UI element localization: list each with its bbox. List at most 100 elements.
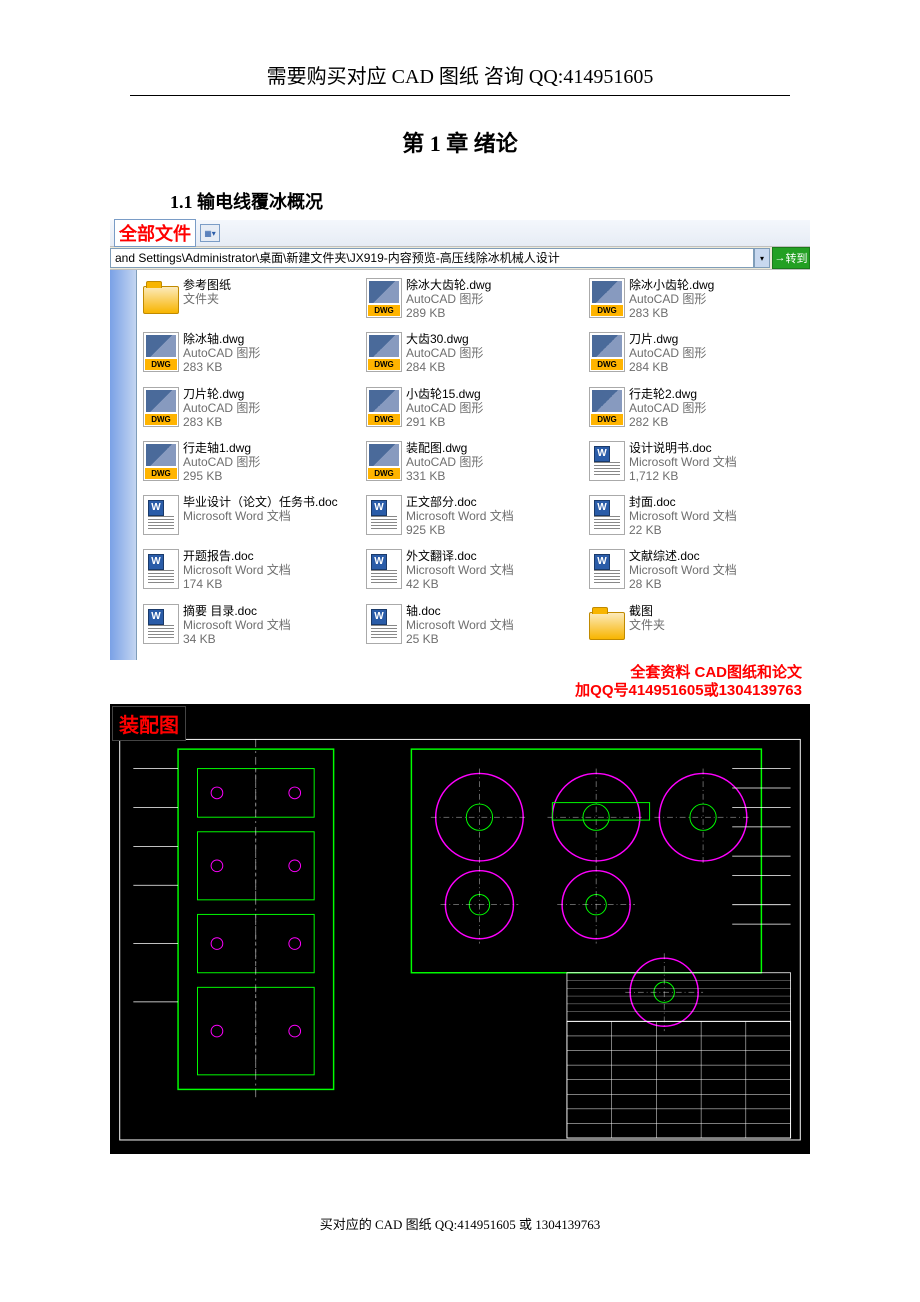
file-item[interactable]: 除冰轴.dwgAutoCAD 图形283 KB xyxy=(141,330,360,380)
address-dropdown[interactable]: ▾ xyxy=(754,248,770,268)
file-name: 小齿轮15.dwg xyxy=(406,387,483,401)
file-size: 282 KB xyxy=(629,415,706,429)
file-size: 42 KB xyxy=(406,577,514,591)
file-size: 1,712 KB xyxy=(629,469,737,483)
dwg-icon xyxy=(589,278,625,318)
explorer-sidebar xyxy=(110,270,137,660)
file-size: 331 KB xyxy=(406,469,483,483)
doc-icon xyxy=(143,604,179,644)
file-size: 284 KB xyxy=(629,360,706,374)
file-type: Microsoft Word 文档 xyxy=(629,563,737,577)
file-name: 截图 xyxy=(629,604,665,618)
file-item[interactable]: 摘要 目录.docMicrosoft Word 文档34 KB xyxy=(141,602,360,652)
doc-icon xyxy=(143,549,179,589)
file-size: 283 KB xyxy=(629,306,714,320)
file-name: 除冰大齿轮.dwg xyxy=(406,278,491,292)
file-item[interactable]: 行走轴1.dwgAutoCAD 图形295 KB xyxy=(141,439,360,489)
view-mode-button[interactable]: ▦▾ xyxy=(200,224,220,242)
file-item[interactable]: 大齿30.dwgAutoCAD 图形284 KB xyxy=(364,330,583,380)
file-name: 刀片轮.dwg xyxy=(183,387,260,401)
doc-icon xyxy=(366,549,402,589)
folder-icon xyxy=(143,278,179,318)
file-name: 除冰轴.dwg xyxy=(183,332,260,346)
file-type: Microsoft Word 文档 xyxy=(183,618,291,632)
file-item[interactable]: 除冰大齿轮.dwgAutoCAD 图形289 KB xyxy=(364,276,583,326)
file-size: 34 KB xyxy=(183,632,291,646)
file-size: 289 KB xyxy=(406,306,491,320)
dwg-icon xyxy=(589,387,625,427)
file-item[interactable]: 文献综述.docMicrosoft Word 文档28 KB xyxy=(587,547,806,597)
file-size: 28 KB xyxy=(629,577,737,591)
file-name: 轴.doc xyxy=(406,604,514,618)
dwg-icon xyxy=(143,332,179,372)
file-name: 开题报告.doc xyxy=(183,549,291,563)
file-type: AutoCAD 图形 xyxy=(406,292,491,306)
file-item[interactable]: 刀片轮.dwgAutoCAD 图形283 KB xyxy=(141,385,360,435)
page-header: 需要购买对应 CAD 图纸 咨询 QQ:414951605 xyxy=(130,60,790,96)
file-type: AutoCAD 图形 xyxy=(183,455,260,469)
file-size: 283 KB xyxy=(183,415,260,429)
dwg-icon xyxy=(366,332,402,372)
chapter-title: 第 1 章 绪论 xyxy=(130,126,790,158)
file-name: 设计说明书.doc xyxy=(629,441,737,455)
dwg-icon xyxy=(366,278,402,318)
file-item[interactable]: 设计说明书.docMicrosoft Word 文档1,712 KB xyxy=(587,439,806,489)
file-size: 284 KB xyxy=(406,360,483,374)
explorer-title: 全部文件 xyxy=(114,219,196,247)
file-type: AutoCAD 图形 xyxy=(629,401,706,415)
file-item[interactable]: 截图文件夹 xyxy=(587,602,806,652)
file-size: 174 KB xyxy=(183,577,291,591)
file-name: 大齿30.dwg xyxy=(406,332,483,346)
file-item[interactable]: 装配图.dwgAutoCAD 图形331 KB xyxy=(364,439,583,489)
dwg-icon xyxy=(366,387,402,427)
file-name: 刀片.dwg xyxy=(629,332,706,346)
go-button[interactable]: → 转到 xyxy=(772,247,810,269)
file-type: AutoCAD 图形 xyxy=(629,346,706,360)
file-name: 参考图纸 xyxy=(183,278,231,292)
file-item[interactable]: 正文部分.docMicrosoft Word 文档925 KB xyxy=(364,493,583,543)
file-item[interactable]: 毕业设计（论文）任务书.docMicrosoft Word 文档 xyxy=(141,493,360,543)
file-grid: 参考图纸文件夹除冰大齿轮.dwgAutoCAD 图形289 KB除冰小齿轮.dw… xyxy=(137,270,810,660)
file-type: Microsoft Word 文档 xyxy=(406,563,514,577)
doc-icon xyxy=(589,441,625,481)
explorer-toolbar: 全部文件 ▦▾ xyxy=(110,220,810,246)
file-item[interactable]: 参考图纸文件夹 xyxy=(141,276,360,326)
cad-label: 装配图 xyxy=(112,706,186,741)
file-type: Microsoft Word 文档 xyxy=(406,618,514,632)
file-item[interactable]: 行走轮2.dwgAutoCAD 图形282 KB xyxy=(587,385,806,435)
go-arrow-icon: → xyxy=(775,252,786,264)
file-item[interactable]: 刀片.dwgAutoCAD 图形284 KB xyxy=(587,330,806,380)
dwg-icon xyxy=(143,441,179,481)
file-type: Microsoft Word 文档 xyxy=(183,563,291,577)
file-type: 文件夹 xyxy=(629,618,665,632)
address-path[interactable]: and Settings\Administrator\桌面\新建文件夹\JX91… xyxy=(110,248,754,268)
file-item[interactable]: 外文翻译.docMicrosoft Word 文档42 KB xyxy=(364,547,583,597)
file-type: Microsoft Word 文档 xyxy=(629,455,737,469)
file-name: 封面.doc xyxy=(629,495,737,509)
file-name: 除冰小齿轮.dwg xyxy=(629,278,714,292)
file-type: AutoCAD 图形 xyxy=(629,292,714,306)
file-type: AutoCAD 图形 xyxy=(406,346,483,360)
file-type: AutoCAD 图形 xyxy=(183,346,260,360)
file-item[interactable]: 封面.docMicrosoft Word 文档22 KB xyxy=(587,493,806,543)
file-name: 正文部分.doc xyxy=(406,495,514,509)
file-name: 摘要 目录.doc xyxy=(183,604,291,618)
file-name: 文献综述.doc xyxy=(629,549,737,563)
file-type: 文件夹 xyxy=(183,292,231,306)
file-name: 行走轮2.dwg xyxy=(629,387,706,401)
file-item[interactable]: 轴.docMicrosoft Word 文档25 KB xyxy=(364,602,583,652)
doc-icon xyxy=(143,495,179,535)
file-type: AutoCAD 图形 xyxy=(406,401,483,415)
doc-icon xyxy=(589,549,625,589)
file-item[interactable]: 除冰小齿轮.dwgAutoCAD 图形283 KB xyxy=(587,276,806,326)
page-footer: 买对应的 CAD 图纸 QQ:414951605 或 1304139763 xyxy=(130,1214,790,1233)
file-item[interactable]: 小齿轮15.dwgAutoCAD 图形291 KB xyxy=(364,385,583,435)
file-size: 925 KB xyxy=(406,523,514,537)
promo-text: 全套资料 CAD图纸和论文 加QQ号414951605或1304139763 xyxy=(110,660,810,704)
cad-drawing: 装配图 xyxy=(110,704,810,1154)
file-type: Microsoft Word 文档 xyxy=(406,509,514,523)
file-item[interactable]: 开题报告.docMicrosoft Word 文档174 KB xyxy=(141,547,360,597)
file-size: 291 KB xyxy=(406,415,483,429)
address-bar: and Settings\Administrator\桌面\新建文件夹\JX91… xyxy=(110,246,810,270)
cad-svg xyxy=(110,704,810,1154)
